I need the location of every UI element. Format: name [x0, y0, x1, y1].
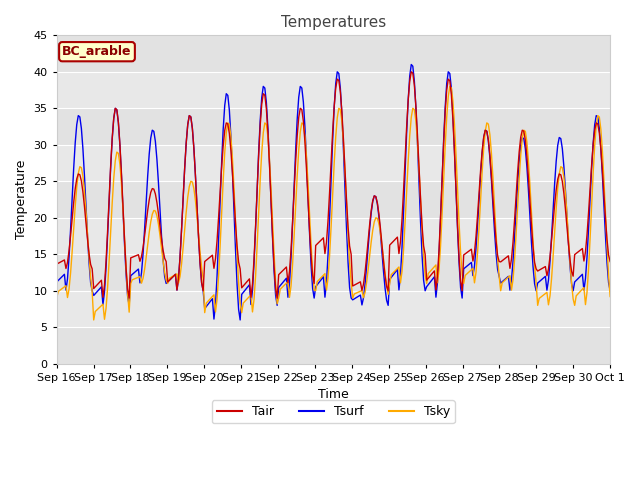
Tair: [53, 261, 61, 267]
Tsurf: [53, 279, 61, 285]
Tsky: [446, 84, 454, 89]
Tsurf: [247, 301, 255, 307]
Tair: [296, 106, 304, 111]
Bar: [57, 327, 610, 364]
Tsurf: [296, 84, 304, 89]
Tsky: [606, 294, 614, 300]
Tsky: [579, 286, 586, 292]
Tsurf: [121, 241, 129, 247]
Tsky: [238, 310, 246, 315]
Bar: [57, 218, 610, 254]
Bar: [57, 291, 610, 327]
Tair: [238, 285, 246, 291]
Text: BC_arable: BC_arable: [62, 45, 132, 58]
Tsurf: [606, 288, 614, 294]
Tair: [125, 295, 133, 301]
Bar: [57, 145, 610, 181]
Y-axis label: Temperature: Temperature: [15, 160, 28, 239]
Line: Tair: Tair: [57, 72, 610, 298]
Tsurf: [579, 271, 586, 277]
Bar: [57, 108, 610, 145]
Tair: [579, 246, 586, 252]
Tsky: [247, 292, 255, 298]
X-axis label: Time: Time: [318, 388, 349, 401]
Tair: [606, 259, 614, 264]
Tair: [247, 294, 255, 300]
Tsurf: [236, 317, 244, 323]
Bar: [57, 181, 610, 218]
Tsky: [90, 317, 97, 323]
Tair: [408, 69, 415, 75]
Tair: [121, 237, 129, 242]
Bar: [57, 36, 610, 72]
Tsky: [53, 295, 61, 301]
Tsky: [296, 129, 304, 135]
Tsurf: [218, 159, 225, 165]
Bar: [57, 72, 610, 108]
Line: Tsurf: Tsurf: [57, 64, 610, 320]
Title: Temperatures: Temperatures: [281, 15, 386, 30]
Tsurf: [238, 291, 246, 297]
Tsurf: [408, 61, 415, 67]
Line: Tsky: Tsky: [57, 86, 610, 320]
Tsky: [220, 177, 227, 183]
Tair: [220, 143, 227, 149]
Tsky: [122, 265, 130, 271]
Legend: Tair, Tsurf, Tsky: Tair, Tsurf, Tsky: [212, 400, 455, 423]
Bar: [57, 254, 610, 291]
